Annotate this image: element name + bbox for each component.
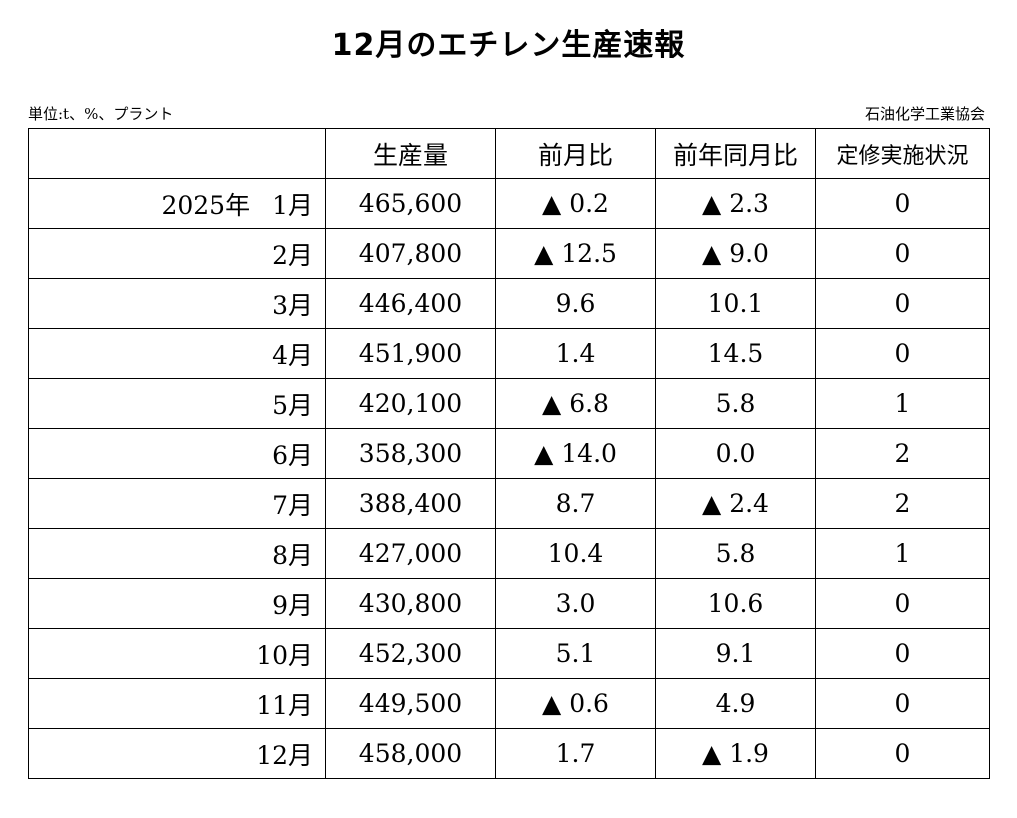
yoy-cell: 0.0 — [655, 428, 816, 479]
header-maintenance: 定修実施状況 — [815, 128, 990, 179]
maintenance-cell: 1 — [815, 378, 990, 429]
month-cell: 2月 — [28, 228, 326, 279]
yoy-cell: ▲ 2.4 — [655, 478, 816, 529]
month-cell: 8月 — [28, 528, 326, 579]
maintenance-cell: 0 — [815, 678, 990, 729]
production-cell: 427,000 — [325, 528, 496, 579]
mom-cell: 10.4 — [495, 528, 656, 579]
maintenance-cell: 0 — [815, 728, 990, 779]
maintenance-cell: 0 — [815, 578, 990, 629]
mom-cell: ▲ 14.0 — [495, 428, 656, 479]
header-production: 生産量 — [325, 128, 496, 179]
page-title: 12月のエチレン生産速報 — [331, 28, 686, 63]
yoy-cell: 5.8 — [655, 378, 816, 429]
table-row: 2月 407,800 ▲ 12.5 ▲ 9.0 0 — [28, 228, 990, 279]
yoy-cell: 10.1 — [655, 278, 816, 329]
maintenance-cell: 0 — [815, 328, 990, 379]
month-cell: 3月 — [28, 278, 326, 329]
table-row: 3月 446,400 9.6 10.1 0 — [28, 278, 990, 329]
mom-cell: ▲ 0.6 — [495, 678, 656, 729]
production-cell: 449,500 — [325, 678, 496, 729]
month-cell: 6月 — [28, 428, 326, 479]
production-cell: 430,800 — [325, 578, 496, 629]
header-year-over-year: 前年同月比 — [655, 128, 816, 179]
mom-cell: ▲ 0.2 — [495, 178, 656, 229]
table-row: 2025年 1月 465,600 ▲ 0.2 ▲ 2.3 0 — [28, 178, 990, 229]
header-period — [28, 128, 326, 179]
table-header-row: 生産量 前月比 前年同月比 定修実施状況 — [28, 128, 990, 179]
maintenance-cell: 0 — [815, 278, 990, 329]
production-cell: 452,300 — [325, 628, 496, 679]
table-row: 8月 427,000 10.4 5.8 1 — [28, 528, 990, 579]
header-month-over-month: 前月比 — [495, 128, 656, 179]
table-row: 12月 458,000 1.7 ▲ 1.9 0 — [28, 728, 990, 779]
table-row: 9月 430,800 3.0 10.6 0 — [28, 578, 990, 629]
production-cell: 465,600 — [325, 178, 496, 229]
maintenance-cell: 2 — [815, 478, 990, 529]
month-cell: 12月 — [28, 728, 326, 779]
table-row: 7月 388,400 8.7 ▲ 2.4 2 — [28, 478, 990, 529]
maintenance-cell: 0 — [815, 628, 990, 679]
mom-cell: 5.1 — [495, 628, 656, 679]
year-label: 2025年 — [161, 190, 251, 220]
yoy-cell: 10.6 — [655, 578, 816, 629]
yoy-cell: ▲ 2.3 — [655, 178, 816, 229]
yoy-cell: 4.9 — [655, 678, 816, 729]
mom-cell: ▲ 6.8 — [495, 378, 656, 429]
month-cell: 5月 — [28, 378, 326, 429]
production-cell: 446,400 — [325, 278, 496, 329]
maintenance-cell: 0 — [815, 228, 990, 279]
month-cell: 7月 — [28, 478, 326, 529]
mom-cell: 8.7 — [495, 478, 656, 529]
month-label: 1月 — [272, 190, 313, 220]
yoy-cell: 5.8 — [655, 528, 816, 579]
production-cell: 407,800 — [325, 228, 496, 279]
maintenance-cell: 1 — [815, 528, 990, 579]
mom-cell: 1.4 — [495, 328, 656, 379]
production-cell: 458,000 — [325, 728, 496, 779]
yoy-cell: ▲ 1.9 — [655, 728, 816, 779]
yoy-cell: ▲ 9.0 — [655, 228, 816, 279]
table-row: 5月 420,100 ▲ 6.8 5.8 1 — [28, 378, 990, 429]
unit-note: 単位:t、%、プラント — [28, 105, 174, 123]
table-row: 11月 449,500 ▲ 0.6 4.9 0 — [28, 678, 990, 729]
table-row: 10月 452,300 5.1 9.1 0 — [28, 628, 990, 679]
mom-cell: 9.6 — [495, 278, 656, 329]
mom-cell: 3.0 — [495, 578, 656, 629]
maintenance-cell: 0 — [815, 178, 990, 229]
yoy-cell: 9.1 — [655, 628, 816, 679]
ethylene-production-table: 生産量 前月比 前年同月比 定修実施状況 2025年 1月 465,600 ▲ 0… — [28, 128, 990, 779]
production-cell: 388,400 — [325, 478, 496, 529]
month-cell: 2025年 1月 — [28, 178, 326, 229]
production-cell: 451,900 — [325, 328, 496, 379]
source-label: 石油化学工業協会 — [864, 105, 985, 123]
production-cell: 358,300 — [325, 428, 496, 479]
table-row: 4月 451,900 1.4 14.5 0 — [28, 328, 990, 379]
month-cell: 10月 — [28, 628, 326, 679]
month-cell: 9月 — [28, 578, 326, 629]
month-cell: 4月 — [28, 328, 326, 379]
production-cell: 420,100 — [325, 378, 496, 429]
maintenance-cell: 2 — [815, 428, 990, 479]
yoy-cell: 14.5 — [655, 328, 816, 379]
mom-cell: 1.7 — [495, 728, 656, 779]
month-cell: 11月 — [28, 678, 326, 729]
table-row: 6月 358,300 ▲ 14.0 0.0 2 — [28, 428, 990, 479]
mom-cell: ▲ 12.5 — [495, 228, 656, 279]
